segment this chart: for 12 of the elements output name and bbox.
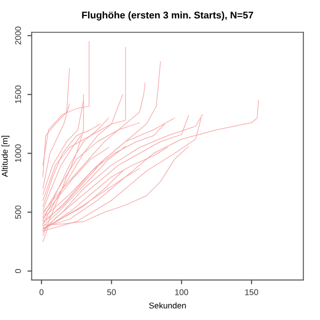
chart-title: Flughöhe (ersten 3 min. Starts), N=57 <box>82 11 254 20</box>
x-axis-title: Sekunden <box>149 302 186 308</box>
x-tick-label: 150 <box>245 289 258 296</box>
y-tick-label: 2000 <box>15 26 22 44</box>
x-tick-label: 0 <box>39 289 44 296</box>
y-tick-label: 500 <box>15 206 22 219</box>
y-axis-title: Altitude [m] <box>2 136 10 177</box>
y-tick-label: 0 <box>15 269 22 274</box>
y-tick-label: 1000 <box>15 144 22 162</box>
y-tick-label: 1500 <box>15 86 22 104</box>
x-tick-label: 50 <box>107 289 116 296</box>
x-tick-label: 100 <box>175 289 188 296</box>
